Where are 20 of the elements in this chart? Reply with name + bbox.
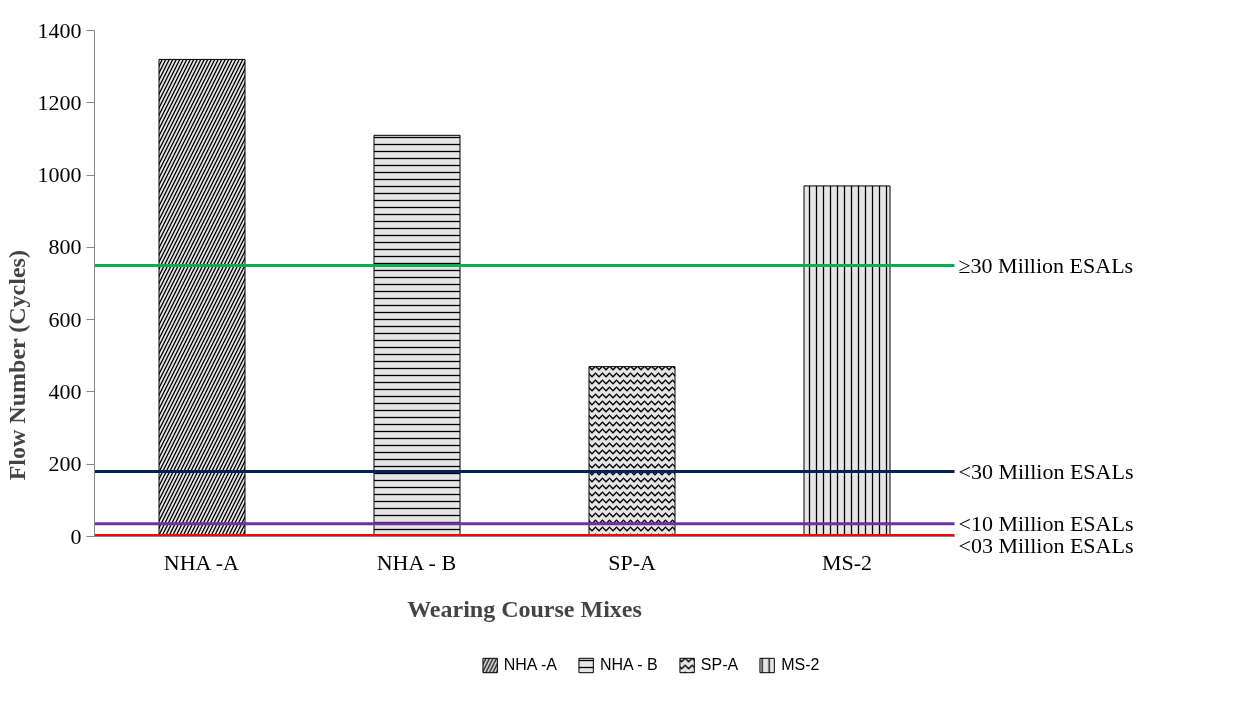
y-tick-label: 800 — [48, 234, 82, 260]
legend-label: MS-2 — [781, 656, 820, 674]
y-tick-label: 1400 — [37, 17, 82, 43]
ref-line-label: ≥30 Million ESALs — [958, 252, 1134, 278]
y-tick-label: 1000 — [37, 162, 82, 188]
x-tick-label: NHA - B — [376, 549, 457, 575]
x-tick-label: SP-A — [608, 549, 656, 575]
y-axis-title: Flow Number (Cycles) — [3, 250, 30, 481]
legend-label: NHA - B — [599, 656, 658, 674]
x-axis-title: Wearing Course Mixes — [407, 595, 642, 622]
legend-label: NHA -A — [503, 656, 557, 674]
x-tick-label: NHA -A — [163, 549, 240, 575]
x-tick-label: MS-2 — [821, 549, 873, 575]
ref-line-label: <30 Million ESALs — [958, 458, 1134, 484]
y-tick-label: 600 — [48, 306, 82, 332]
y-tick-label: 1200 — [37, 89, 82, 115]
y-tick-label: 200 — [48, 451, 82, 477]
y-tick-label: 0 — [70, 523, 82, 549]
legend-label: SP-A — [700, 656, 739, 674]
y-tick-label: 400 — [48, 378, 82, 404]
